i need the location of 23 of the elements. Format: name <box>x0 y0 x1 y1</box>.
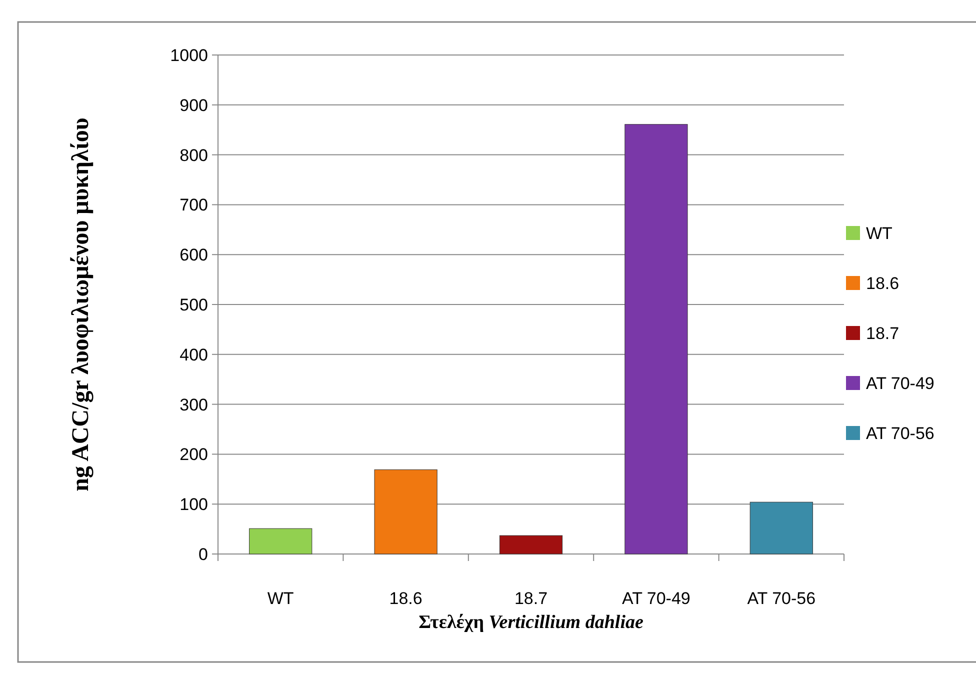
y-tick-label: 200 <box>180 445 208 464</box>
y-tick-label: 900 <box>180 96 208 115</box>
x-tick-label: WT <box>267 589 294 608</box>
y-tick-label: 400 <box>180 345 208 364</box>
x-axis-title: Στελέχη Verticillium dahliae <box>418 612 644 633</box>
legend-label: 18.6 <box>866 274 900 293</box>
x-tick-label: AT 70-56 <box>747 589 816 608</box>
x-tick-label: 18.6 <box>389 589 422 608</box>
legend-label: AT 70-56 <box>866 424 934 443</box>
x-tick-label: 18.7 <box>514 589 548 608</box>
x-tick-label: AT 70-49 <box>622 589 690 608</box>
y-tick-label: 800 <box>180 146 208 165</box>
y-axis-title: ng ACC/gr λυοφιλιωμένου μυκηλίου <box>68 118 94 492</box>
y-tick-label: 100 <box>180 495 208 514</box>
y-tick-label: 700 <box>180 196 208 215</box>
legend-label: WT <box>866 224 892 243</box>
y-tick-label: 500 <box>180 295 208 314</box>
legend-label: AT 70-49 <box>866 374 934 393</box>
y-tick-label: 1000 <box>170 46 208 65</box>
y-tick-label: 600 <box>180 246 208 265</box>
y-tick-label: 0 <box>198 544 208 564</box>
y-tick-label: 300 <box>180 395 208 414</box>
legend-label: 18.7 <box>866 324 900 343</box>
